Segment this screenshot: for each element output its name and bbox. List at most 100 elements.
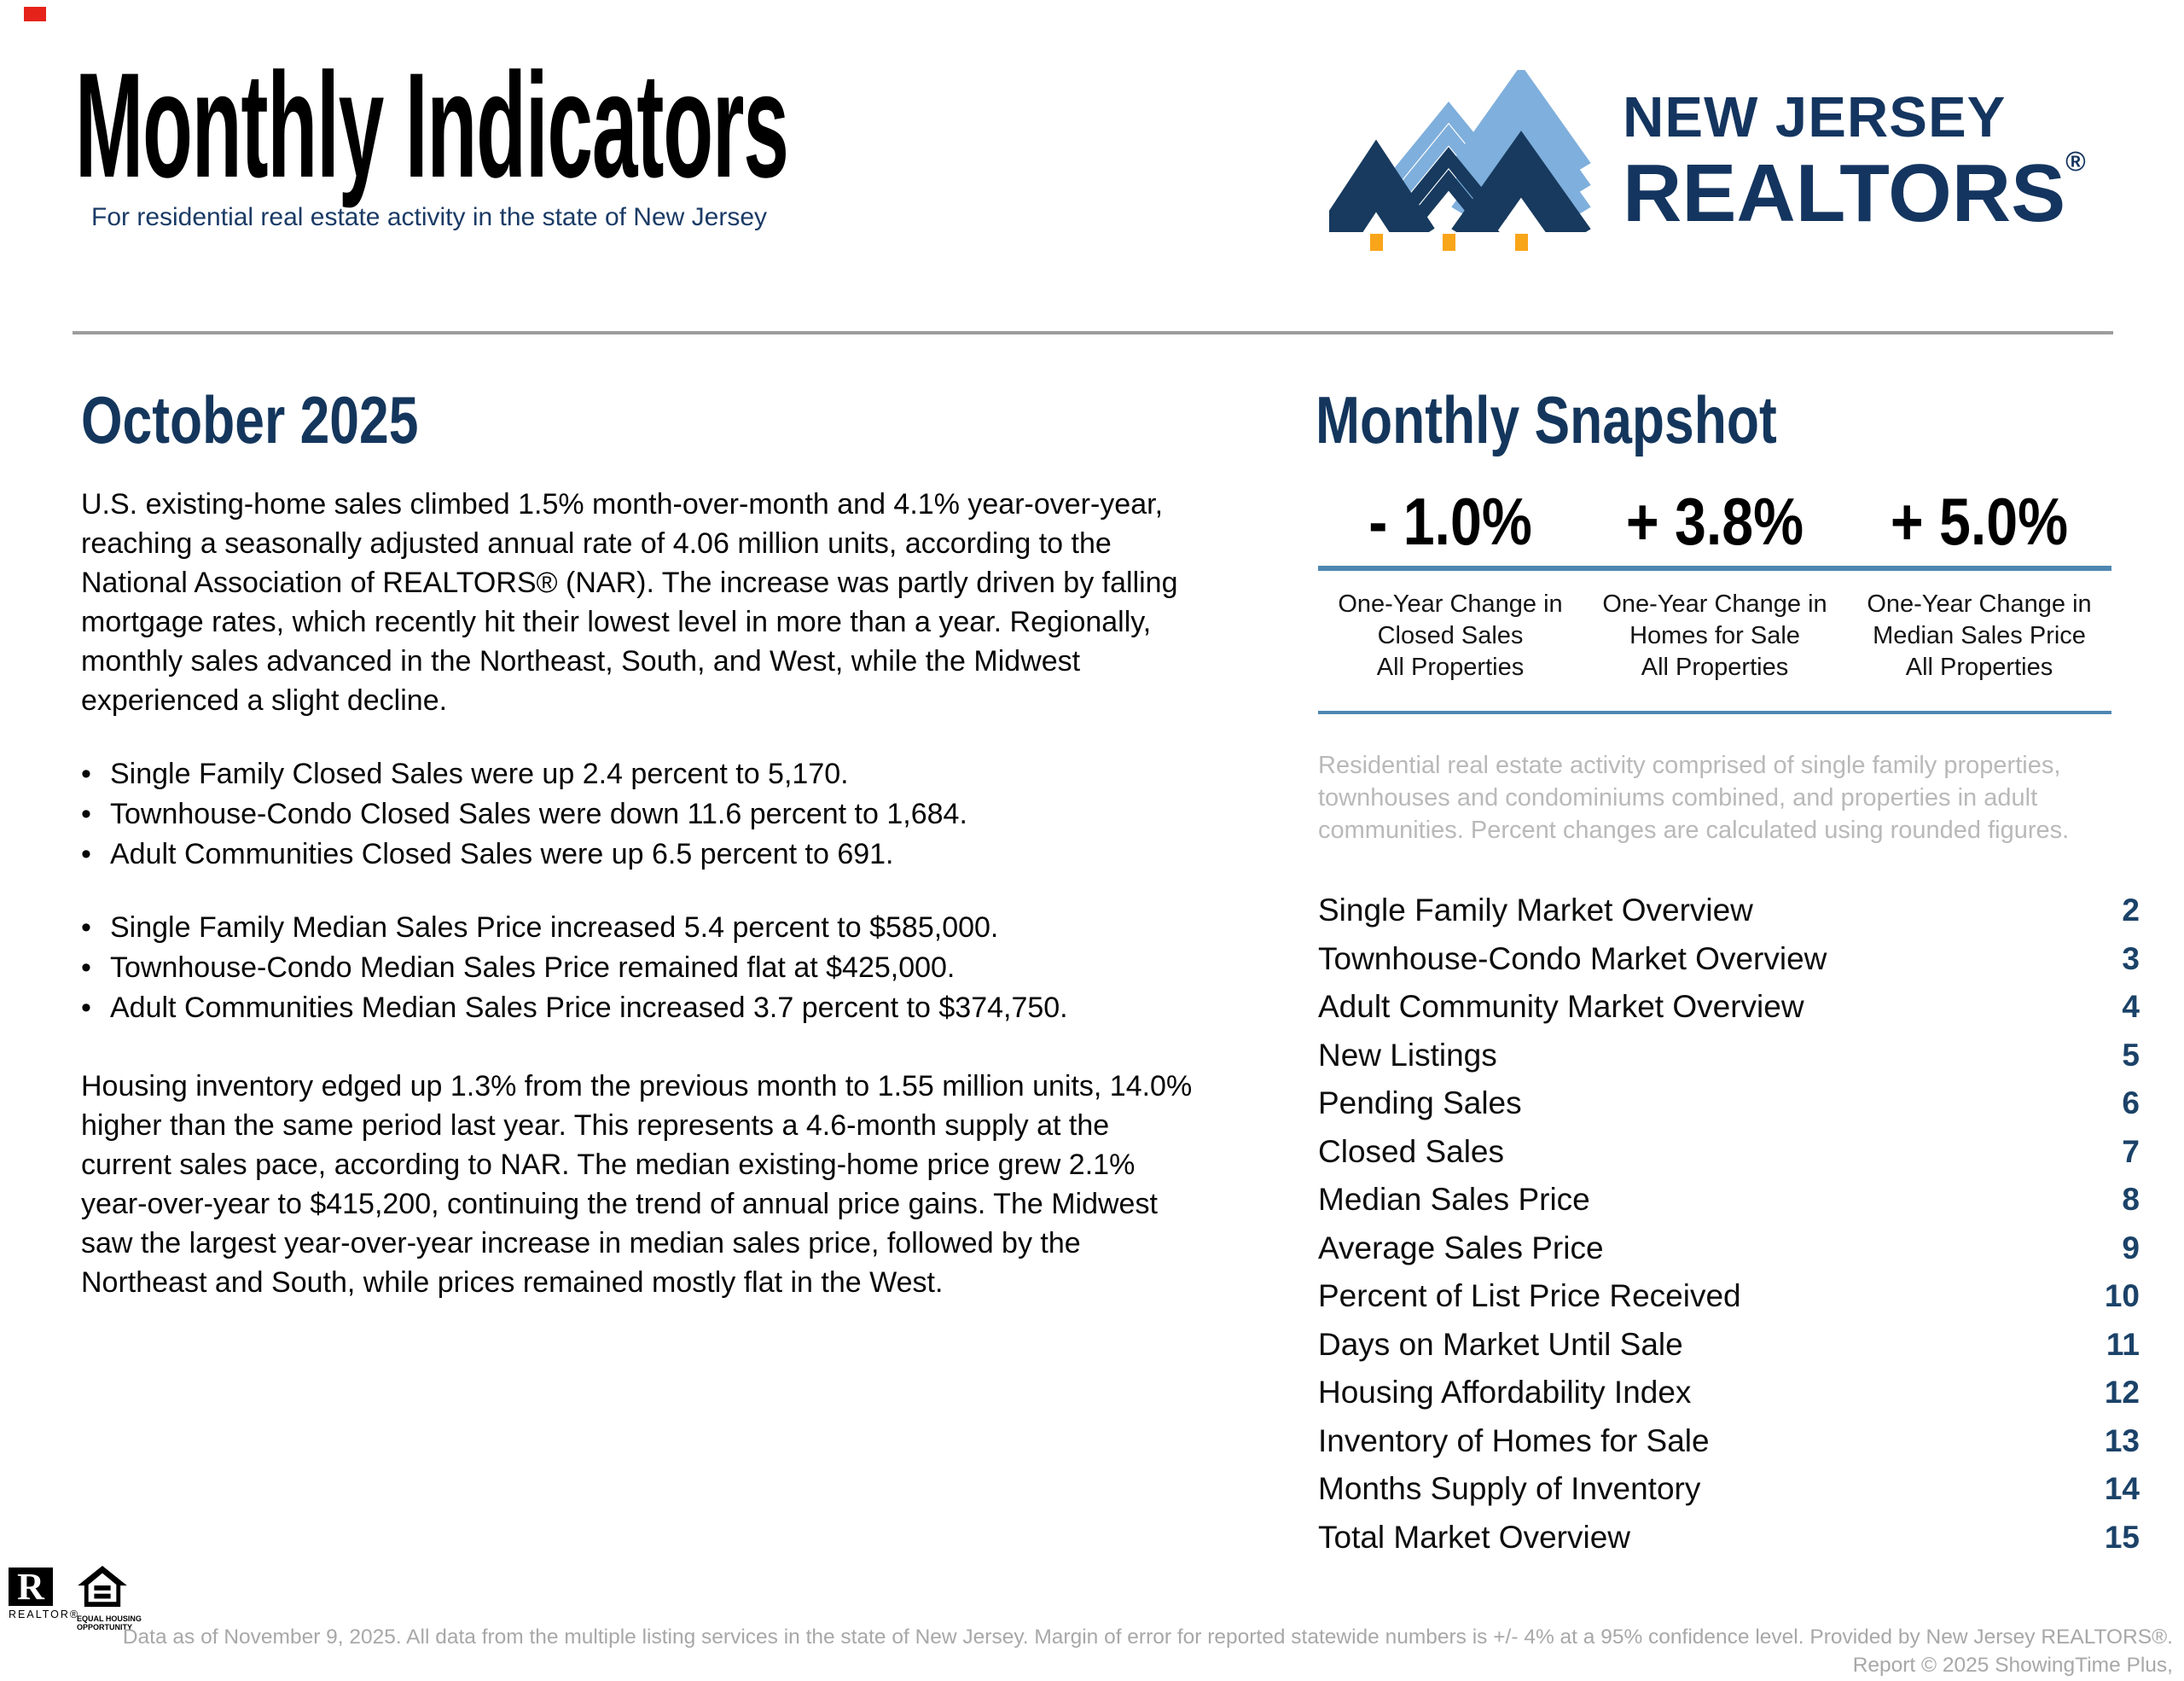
bullet-item: • Townhouse-Condo Median Sales Price rem… xyxy=(81,948,1199,988)
stat-label-line: Closed Sales xyxy=(1377,622,1524,649)
stat-label-line: All Properties xyxy=(1376,654,1525,681)
snapshot-heading: Monthly Snapshot xyxy=(1316,382,1777,457)
bullet-text: Townhouse-Condo Closed Sales were down 1… xyxy=(110,798,967,830)
realtor-logo: R REALTOR® xyxy=(9,1568,80,1620)
realtor-logo-text: REALTOR® xyxy=(9,1608,80,1620)
stat-label-line: One-Year Change in xyxy=(1338,590,1563,618)
equal-housing-house-icon xyxy=(78,1566,127,1608)
stat-label-closed-sales: One-Year Change in Closed Sales All Prop… xyxy=(1318,589,1583,683)
toc-item-page: 13 xyxy=(2104,1422,2140,1458)
toc-item-label: Single Family Market Overview xyxy=(1318,893,1753,928)
header-divider xyxy=(73,331,2113,334)
equal-housing-logo: EQUAL HOUSING OPPORTUNITY xyxy=(77,1566,142,1632)
brand-name-line2: REALTORS® xyxy=(1623,146,2086,239)
stat-closed-sales: - 1.0% xyxy=(1318,483,1583,561)
toc-item-new-listings[interactable]: New Listings 5 xyxy=(1318,1038,2140,1086)
page-title: Monthly Indicators xyxy=(75,43,789,209)
brand-name-line1: NEW JERSEY xyxy=(1623,85,2007,149)
stat-label-line: One-Year Change in xyxy=(1867,590,2092,618)
toc-item-label: Total Market Overview xyxy=(1318,1519,1630,1555)
bullet-text: Adult Communities Median Sales Price inc… xyxy=(110,992,1068,1024)
stat-median-sales-price: + 5.0% xyxy=(1847,483,2111,561)
bullet-text: Townhouse-Condo Median Sales Price remai… xyxy=(110,951,956,984)
toc-item-page: 5 xyxy=(2122,1037,2140,1073)
toc-item-label: Closed Sales xyxy=(1318,1133,1505,1169)
bullet-icon: • xyxy=(81,798,91,830)
stat-value: + 3.8% xyxy=(1625,484,1804,559)
brand-wordmark: NEW JERSEY REALTORS® xyxy=(1623,70,2086,235)
toc-item-label: Housing Affordability Index xyxy=(1318,1375,1692,1410)
toc-item-label: Average Sales Price xyxy=(1318,1230,1604,1265)
equal-housing-text: EQUAL HOUSING OPPORTUNITY xyxy=(77,1614,142,1632)
month-heading: October 2025 xyxy=(81,382,419,457)
bullet-icon: • xyxy=(81,838,91,870)
toc-item-page: 4 xyxy=(2122,989,2140,1024)
toc-item-page: 3 xyxy=(2122,940,2140,976)
toc-item-total-market[interactable]: Total Market Overview 15 xyxy=(1318,1520,2140,1568)
snapshot-stats-row: - 1.0% + 3.8% + 5.0% xyxy=(1318,483,2111,561)
toc-item-closed-sales[interactable]: Closed Sales 7 xyxy=(1318,1134,2140,1183)
bullet-item: • Single Family Median Sales Price incre… xyxy=(81,908,1199,948)
bullet-icon: • xyxy=(81,992,91,1024)
brand-orange-dots-icon xyxy=(1370,234,1528,251)
bullet-text: Single Family Median Sales Price increas… xyxy=(110,911,999,944)
equal-housing-text-line2: OPPORTUNITY xyxy=(77,1623,133,1632)
bullet-item: • Adult Communities Closed Sales were up… xyxy=(81,835,1199,875)
toc-item-housing-affordability[interactable]: Housing Affordability Index 12 xyxy=(1318,1375,2140,1423)
toc-item-page: 10 xyxy=(2104,1278,2140,1313)
toc-item-label: Adult Community Market Overview xyxy=(1318,989,1804,1024)
toc-item-label: Pending Sales xyxy=(1318,1085,1522,1120)
toc-item-page: 7 xyxy=(2122,1133,2140,1169)
toc-item-inventory[interactable]: Inventory of Homes for Sale 13 xyxy=(1318,1423,2140,1472)
toc-item-label: Days on Market Until Sale xyxy=(1318,1326,1683,1362)
stat-value: - 1.0% xyxy=(1368,484,1532,559)
stat-value: + 5.0% xyxy=(1890,484,2069,559)
toc-item-label: Inventory of Homes for Sale xyxy=(1318,1422,1710,1458)
bullet-icon: • xyxy=(81,911,91,944)
toc-item-label: Townhouse-Condo Market Overview xyxy=(1318,940,1827,976)
bullet-icon: • xyxy=(81,951,91,984)
toc-item-page: 9 xyxy=(2122,1230,2140,1265)
table-of-contents: Single Family Market Overview 2 Townhous… xyxy=(1318,893,2140,1568)
brand-logo: NEW JERSEY REALTORS® xyxy=(1329,70,2118,258)
red-marker xyxy=(24,7,46,21)
toc-item-adult-community[interactable]: Adult Community Market Overview 4 xyxy=(1318,989,2140,1038)
stat-label-median-sales-price: One-Year Change in Median Sales Price Al… xyxy=(1847,589,2111,683)
toc-item-days-on-market[interactable]: Days on Market Until Sale 11 xyxy=(1318,1327,2140,1376)
median-price-bullet-list: • Single Family Median Sales Price incre… xyxy=(81,908,1199,1028)
stat-label-line: Homes for Sale xyxy=(1629,622,1800,649)
snapshot-divider-top xyxy=(1318,566,2111,571)
snapshot-divider-bottom xyxy=(1318,711,2111,714)
toc-item-townhouse-condo[interactable]: Townhouse-Condo Market Overview 3 xyxy=(1318,941,2140,990)
stat-label-line: All Properties xyxy=(1641,654,1789,681)
toc-item-months-supply[interactable]: Months Supply of Inventory 14 xyxy=(1318,1471,2140,1520)
stat-homes-for-sale: + 3.8% xyxy=(1583,483,1847,561)
registered-mark: ® xyxy=(2065,146,2086,177)
toc-item-average-sales-price[interactable]: Average Sales Price 9 xyxy=(1318,1230,2140,1279)
bullet-text: Single Family Closed Sales were up 2.4 p… xyxy=(110,758,849,790)
toc-item-label: Months Supply of Inventory xyxy=(1318,1471,1701,1506)
toc-item-page: 12 xyxy=(2104,1375,2140,1410)
toc-item-page: 14 xyxy=(2104,1471,2140,1506)
realtor-r-icon: R xyxy=(9,1568,53,1606)
toc-item-page: 2 xyxy=(2122,893,2140,928)
stat-label-line: All Properties xyxy=(1905,654,2053,681)
bullet-item: • Single Family Closed Sales were up 2.4… xyxy=(81,754,1199,794)
equal-housing-text-line1: EQUAL HOUSING xyxy=(77,1614,142,1623)
toc-item-label: Percent of List Price Received xyxy=(1318,1278,1741,1313)
footer-disclaimer-line1: Data as of November 9, 2025. All data fr… xyxy=(122,1626,2173,1677)
toc-item-single-family[interactable]: Single Family Market Overview 2 xyxy=(1318,893,2140,941)
stat-label-line: Median Sales Price xyxy=(1873,622,2086,649)
toc-item-median-sales-price[interactable]: Median Sales Price 8 xyxy=(1318,1182,2140,1230)
toc-item-page: 6 xyxy=(2122,1085,2140,1120)
bullet-icon: • xyxy=(81,758,91,790)
toc-item-page: 11 xyxy=(2106,1326,2140,1362)
intro-paragraph: U.S. existing-home sales climbed 1.5% mo… xyxy=(81,488,1178,717)
toc-item-label: Median Sales Price xyxy=(1318,1182,1590,1217)
toc-item-pending-sales[interactable]: Pending Sales 6 xyxy=(1318,1085,2140,1134)
stat-label-line: One-Year Change in xyxy=(1602,590,1827,618)
snapshot-note: Residential real estate activity compris… xyxy=(1318,752,2070,844)
toc-item-percent-list-price[interactable]: Percent of List Price Received 10 xyxy=(1318,1278,2140,1327)
brand-chevrons-icon xyxy=(1329,70,1594,251)
